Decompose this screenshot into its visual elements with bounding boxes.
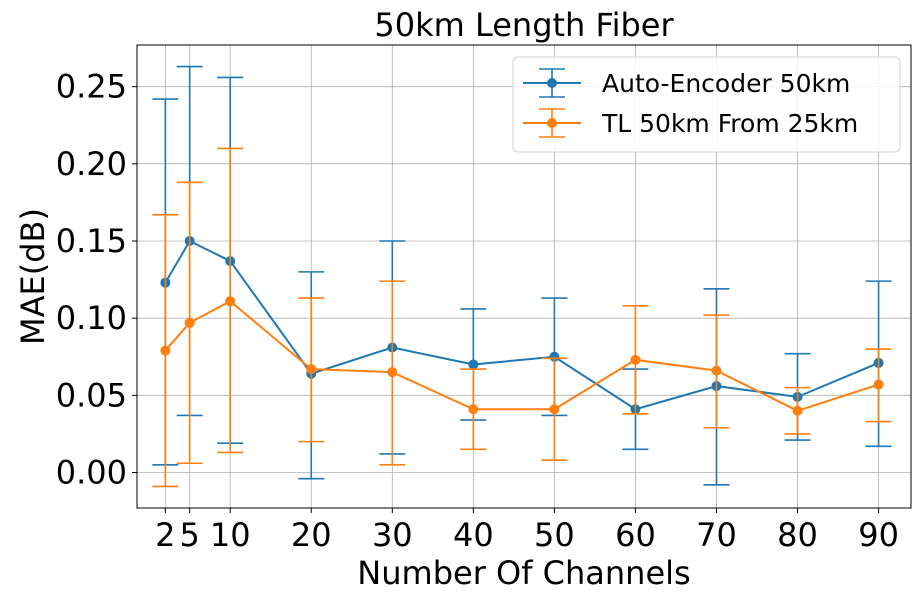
y-tick-label: 0.20 <box>56 145 127 183</box>
series-group <box>152 65 892 488</box>
y-tick-label: 0.25 <box>56 68 127 106</box>
data-point <box>792 405 803 416</box>
x-tick-label: 40 <box>453 516 494 554</box>
x-tick-label: 20 <box>291 516 332 554</box>
data-point <box>387 367 398 378</box>
x-tick-label: 30 <box>372 516 413 554</box>
legend-label: TL 50km From 25km <box>601 109 858 138</box>
x-tick-label: 5 <box>180 516 200 554</box>
x-tick-label: 10 <box>210 516 251 554</box>
y-axis: 0.00 0.05 0.10 0.15 0.20 0.25 <box>56 68 137 492</box>
legend-box <box>512 56 901 153</box>
y-tick-label: 0.15 <box>56 222 127 260</box>
y-tick-label: 0.05 <box>56 376 127 414</box>
data-point <box>160 345 171 356</box>
x-axis: 2 5 10 20 30 40 50 60 70 80 90 <box>155 508 899 554</box>
x-tick-label: 70 <box>696 516 737 554</box>
legend: Auto-Encoder 50km TL 50km From 25km <box>512 56 901 153</box>
data-point <box>468 359 479 370</box>
data-point <box>225 296 236 307</box>
plot-frame <box>136 44 912 509</box>
legend-label: Auto-Encoder 50km <box>602 69 850 98</box>
data-point <box>549 404 560 415</box>
y-axis-title: MAE(dB) <box>14 208 52 345</box>
x-tick-label: 50 <box>534 516 575 554</box>
x-tick-label: 2 <box>155 516 175 554</box>
data-point <box>873 379 884 390</box>
series-2 <box>152 147 892 488</box>
data-point <box>549 351 560 362</box>
y-tick-label: 0.10 <box>56 299 127 337</box>
chart-title: 50km Length Fiber <box>374 6 674 44</box>
y-tick-label: 0.00 <box>56 454 127 492</box>
x-tick-label: 60 <box>615 516 656 554</box>
data-point <box>711 365 722 376</box>
data-point <box>184 317 195 328</box>
legend-marker <box>547 78 557 88</box>
data-point <box>306 364 317 375</box>
legend-marker <box>547 118 557 128</box>
x-tick-label: 80 <box>777 516 818 554</box>
data-point <box>468 404 479 415</box>
data-point <box>630 354 641 365</box>
x-axis-title: Number Of Channels <box>357 554 690 592</box>
x-tick-label: 90 <box>858 516 899 554</box>
series-line <box>164 239 879 411</box>
